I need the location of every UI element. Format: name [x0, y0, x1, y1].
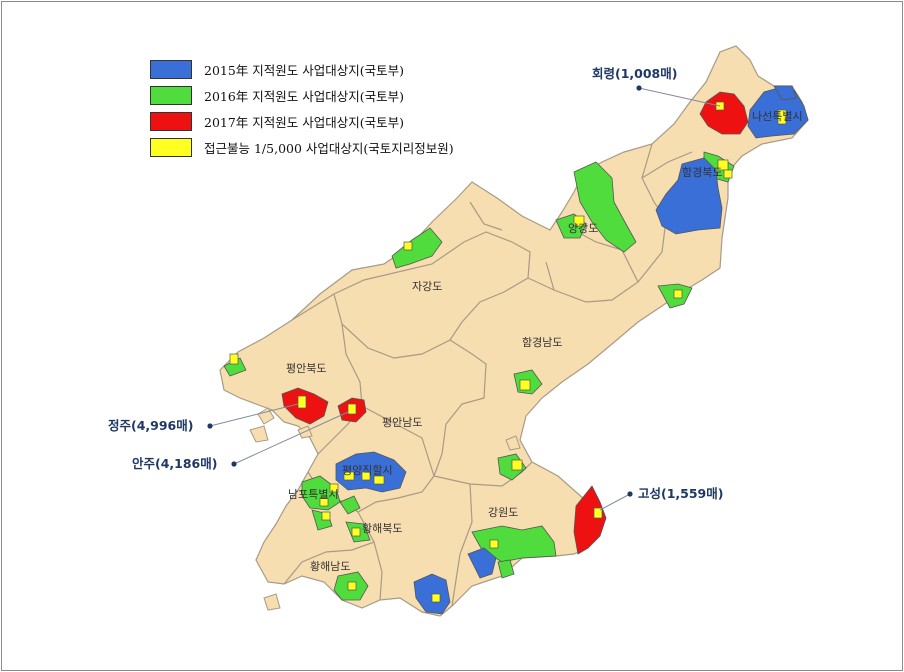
- region-label-jagang: 자강도: [412, 280, 442, 293]
- legend-item-inaccessible: 접근불능 1/5,000 사업대상지(국토지리정보원): [150, 134, 454, 160]
- region-label-pyeongbuk: 평안북도: [286, 362, 326, 375]
- inaccessible-areas: [229, 101, 787, 603]
- province-boundaries: [283, 143, 693, 607]
- legend-swatch-2017: [150, 111, 192, 131]
- region-label-hwangnam: 황해남도: [310, 559, 350, 573]
- region-label-hwangbuk: 황해북도: [362, 521, 402, 535]
- callouts: 회령(1,008매) 정주(4,996매) 안주(4,186매) 고성(1,55…: [108, 66, 723, 501]
- region-label-nampo: 남포특별시: [288, 488, 339, 501]
- region-label-rason: 나선특별시: [752, 110, 803, 123]
- legend: 2015年 지적원도 사업대상지(국토부) 2016年 지적원도 사업대상지(국…: [150, 56, 454, 160]
- region-label-gangwon: 강원도: [488, 506, 518, 519]
- legend-label-inaccessible: 접근불능 1/5,000 사업대상지(국토지리정보원): [204, 140, 454, 156]
- legend-item-2017: 2017年 지적원도 사업대상지(국토부): [150, 108, 454, 134]
- region-label-hamnam: 함경남도: [522, 336, 562, 349]
- callout-jeongju: 정주(4,996매): [108, 418, 193, 433]
- legend-label-2015: 2015年 지적원도 사업대상지(국토부): [204, 62, 405, 78]
- region-label-pyongyang: 평양직할시: [342, 464, 393, 477]
- callout-hoeryong: 회령(1,008매): [592, 66, 677, 81]
- callout-dots: [207, 85, 642, 497]
- region-label-hambuk: 함경북도: [682, 166, 722, 179]
- legend-swatch-2015: [150, 59, 192, 79]
- legend-item-2015: 2015年 지적원도 사업대상지(국토부): [150, 56, 454, 82]
- region-labels: 자강도 평안북도 평안남도 함경남도 양강도 함경북도 나선특별시 평양직할시 …: [286, 110, 803, 573]
- callout-lines: [209, 87, 721, 511]
- callout-anju: 안주(4,186매): [132, 456, 217, 471]
- callout-goseong: 고성(1,559매): [638, 486, 723, 501]
- survey-areas-2017: [281, 91, 749, 555]
- legend-label-2016: 2016年 지적원도 사업대상지(국토부): [204, 88, 405, 104]
- legend-label-2017: 2017年 지적원도 사업대상지(국토부): [204, 114, 405, 130]
- legend-swatch-inaccessible: [150, 137, 192, 157]
- region-label-pyeongnam: 평안남도: [382, 416, 422, 429]
- legend-swatch-2016: [150, 85, 192, 105]
- legend-item-2016: 2016年 지적원도 사업대상지(국토부): [150, 82, 454, 108]
- coastal-islands: [249, 407, 521, 611]
- region-label-yanggang: 양강도: [568, 222, 598, 235]
